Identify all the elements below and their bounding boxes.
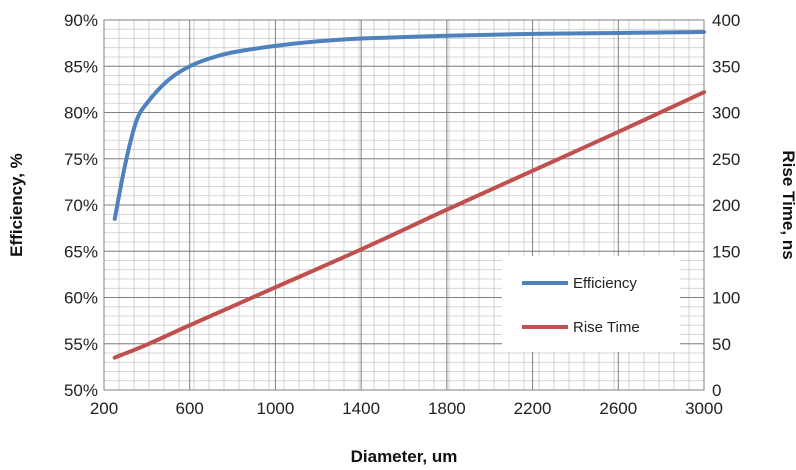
y-right-tick-label: 0 bbox=[712, 381, 721, 400]
legend-label-efficiency: Efficiency bbox=[573, 275, 637, 292]
series-line-efficiency bbox=[112, 30, 706, 221]
y-left-tick-labels: 50% 55% 60% 65% 70% 75% 80% 85% 90% bbox=[64, 11, 98, 400]
y-left-axis-title: Efficiency, % bbox=[7, 153, 26, 257]
series-layer bbox=[112, 30, 706, 360]
x-tick-label: 200 bbox=[90, 399, 118, 418]
y-right-tick-label: 100 bbox=[712, 289, 740, 308]
y-right-tick-label: 400 bbox=[712, 11, 740, 30]
legend: Efficiency Rise Time bbox=[502, 256, 680, 352]
y-left-tick-label: 55% bbox=[64, 335, 98, 354]
y-left-tick-label: 80% bbox=[64, 104, 98, 123]
x-tick-label: 1400 bbox=[342, 399, 380, 418]
y-right-tick-label: 50 bbox=[712, 335, 731, 354]
y-left-tick-label: 90% bbox=[64, 11, 98, 30]
y-right-tick-label: 350 bbox=[712, 57, 740, 76]
y-right-axis-title: Rise Time, ns bbox=[779, 150, 796, 259]
legend-box bbox=[502, 256, 680, 352]
legend-label-rise-time: Rise Time bbox=[573, 319, 640, 336]
x-tick-label: 3000 bbox=[685, 399, 723, 418]
x-tick-label: 2200 bbox=[514, 399, 552, 418]
x-tick-label: 1000 bbox=[257, 399, 295, 418]
y-right-tick-labels: 0 50 100 150 200 250 300 350 400 bbox=[712, 11, 740, 400]
y-left-tick-label: 75% bbox=[64, 150, 98, 169]
y-left-tick-label: 70% bbox=[64, 196, 98, 215]
y-right-tick-label: 150 bbox=[712, 242, 740, 261]
y-right-tick-label: 300 bbox=[712, 104, 740, 123]
y-left-tick-label: 85% bbox=[64, 57, 98, 76]
x-tick-label: 2600 bbox=[599, 399, 637, 418]
y-right-tick-label: 200 bbox=[712, 196, 740, 215]
y-left-tick-label: 50% bbox=[64, 381, 98, 400]
x-tick-labels: 200 600 1000 1400 1800 2200 2600 3000 bbox=[90, 399, 723, 418]
y-left-tick-label: 65% bbox=[64, 242, 98, 261]
series-line-rise-time bbox=[112, 90, 706, 360]
plot-border bbox=[103, 19, 705, 391]
x-tick-label: 600 bbox=[176, 399, 204, 418]
x-axis-title: Diameter, um bbox=[351, 447, 458, 466]
x-tick-label: 1800 bbox=[428, 399, 466, 418]
y-right-tick-label: 250 bbox=[712, 150, 740, 169]
y-left-tick-label: 60% bbox=[64, 289, 98, 308]
